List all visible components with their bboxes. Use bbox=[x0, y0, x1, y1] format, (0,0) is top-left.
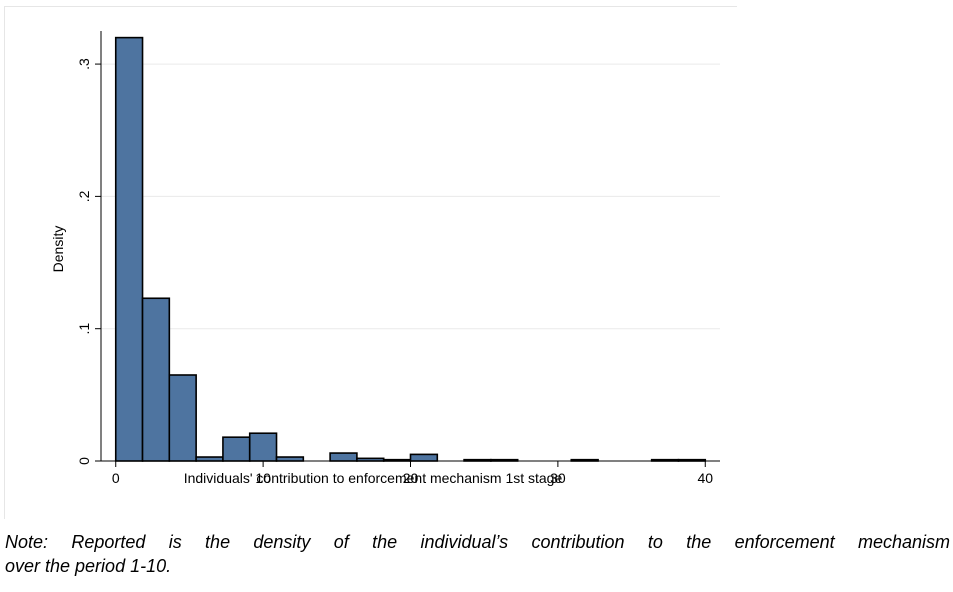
histogram-bar bbox=[222, 436, 251, 462]
x-tick-label: 20 bbox=[403, 470, 419, 486]
histogram-bar bbox=[195, 456, 224, 462]
chart-panel: 0 .1 .2 .3 0 10 20 30 40 Density Individuals' co… bbox=[4, 6, 737, 519]
y-tick-label: .2 bbox=[76, 190, 92, 202]
histogram-bar bbox=[329, 452, 358, 462]
x-tick-label: 0 bbox=[112, 470, 120, 486]
histogram-bar bbox=[248, 432, 278, 462]
caption-line-2: over the period 1-10. bbox=[5, 556, 172, 576]
x-tick-label: 10 bbox=[255, 470, 271, 486]
y-tick-label: 0 bbox=[76, 457, 92, 465]
x-tick-label: 40 bbox=[697, 470, 713, 486]
x-axis-title: Individuals' contribution to enforcement… bbox=[184, 470, 563, 486]
histogram-bars bbox=[114, 36, 707, 462]
gridlines bbox=[101, 63, 720, 330]
y-axis-title: Density bbox=[50, 226, 66, 273]
histogram-chart: 0 .1 .2 .3 0 10 20 30 40 Density Individuals' co… bbox=[50, 31, 720, 486]
histogram-bar bbox=[275, 456, 305, 462]
y-tick-label: .3 bbox=[76, 58, 92, 70]
histogram-bar bbox=[409, 453, 439, 462]
x-tick-label: 30 bbox=[550, 470, 566, 486]
tick-marks: 0 .1 .2 .3 0 10 20 30 40 bbox=[76, 58, 713, 486]
figure-caption: Note: Reported is the density of the ind… bbox=[5, 530, 950, 578]
histogram-bar bbox=[114, 36, 144, 462]
histogram-bar bbox=[141, 297, 171, 462]
histogram-bar bbox=[168, 374, 197, 462]
caption-line-1: Note: Reported is the density of the ind… bbox=[5, 532, 950, 552]
y-tick-label: .1 bbox=[76, 323, 92, 335]
